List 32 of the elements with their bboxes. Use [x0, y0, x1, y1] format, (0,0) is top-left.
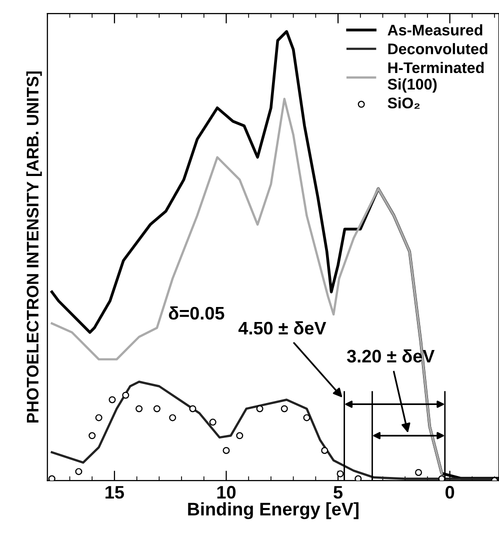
point [415, 468, 422, 476]
annotation: δ=0.05 [168, 306, 224, 320]
point [95, 414, 102, 422]
point [153, 405, 160, 412]
point [336, 470, 344, 478]
annotation: 4.50 ± δeV [238, 321, 326, 335]
point [222, 446, 230, 454]
x-tick-label: 0 [446, 486, 454, 499]
legend-label: As-Measured [388, 24, 482, 36]
point [136, 405, 143, 412]
x-tick-label: 15 [106, 486, 124, 499]
point [209, 418, 216, 426]
point [88, 432, 96, 440]
legend-label: H-Terminated Si(100) [388, 62, 484, 93]
point [189, 405, 196, 412]
point [75, 468, 82, 476]
legend-label: Deconvoluted [388, 43, 488, 54]
x-axis-title: Binding Energy [eV] [188, 502, 358, 520]
point [303, 414, 310, 422]
point [236, 432, 244, 440]
x-tick-label: 5 [334, 486, 343, 499]
point [438, 475, 446, 481]
point [354, 475, 362, 481]
x-tick-label: 10 [217, 486, 236, 499]
point [321, 446, 328, 454]
legend-label: SiO₂ [388, 97, 420, 109]
point [256, 405, 264, 412]
point [280, 405, 288, 412]
point [108, 396, 116, 404]
point [169, 414, 176, 422]
y-axis-title: PHOTOELECTRON INTENSITY [ARB. UNITS] [26, 71, 42, 423]
point [122, 392, 130, 399]
